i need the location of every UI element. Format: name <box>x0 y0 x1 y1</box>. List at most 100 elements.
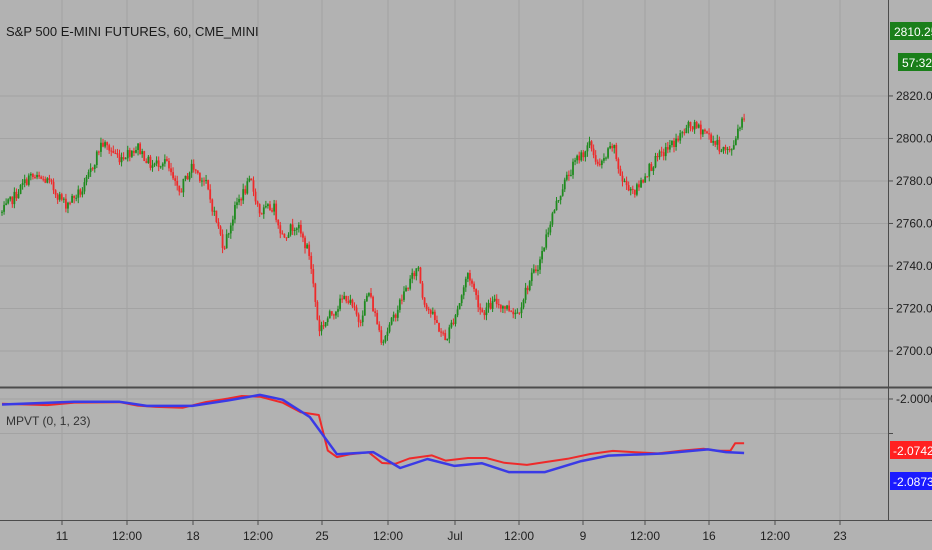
candle-down <box>240 198 243 201</box>
candle-up <box>681 132 684 134</box>
candle-down <box>481 309 484 313</box>
time-tick-label: 11 <box>56 529 69 543</box>
candle-down <box>254 191 257 202</box>
candle-up <box>365 295 368 302</box>
candle-up <box>502 306 504 309</box>
candle-up <box>386 331 389 336</box>
indicator-blue-label: -2.0873 <box>893 475 932 489</box>
candle-up <box>605 157 607 159</box>
candle-down <box>198 173 201 182</box>
time-tick-label: 12:00 <box>760 529 790 543</box>
candle-up <box>528 281 531 291</box>
candle-down <box>44 179 47 183</box>
candle-down <box>631 188 634 190</box>
candle-down <box>275 203 278 220</box>
candle-up <box>293 230 296 232</box>
candle-down <box>15 191 18 199</box>
candle-down <box>438 322 440 332</box>
price-tick-label: 2800.00 <box>896 131 932 145</box>
candle-down <box>534 269 537 272</box>
candle-up <box>62 198 65 200</box>
candle-up <box>454 315 457 324</box>
candle-up <box>248 178 251 182</box>
candle-up <box>532 269 535 273</box>
candle-down <box>429 310 432 314</box>
indicator-blue-badge-bg <box>890 472 932 490</box>
candle-down <box>332 314 335 316</box>
candle-up <box>390 317 393 325</box>
candle-up <box>741 118 743 128</box>
candle-down <box>471 280 473 284</box>
time-axis[interactable]: 11 12:00 18 12:00 25 12:00 Jul 12:00 9 12:00 16 12:… <box>56 520 847 543</box>
grid-lines <box>0 0 888 520</box>
candle-down <box>380 330 383 343</box>
time-tick-label: 25 <box>315 529 329 543</box>
indicator-lines[interactable] <box>1 393 745 474</box>
candle-up <box>9 196 12 200</box>
candle-down <box>615 144 618 159</box>
candle-up <box>600 160 603 165</box>
candle-down <box>34 176 36 178</box>
candle-up <box>13 191 16 205</box>
candle-up <box>83 182 86 192</box>
last-price-badge-bg <box>890 22 932 40</box>
candle-up <box>363 301 366 316</box>
candle-up <box>29 174 32 176</box>
candle-down <box>52 181 55 191</box>
candle-up <box>543 247 546 252</box>
candle-up <box>236 202 238 206</box>
candle-up <box>85 177 88 183</box>
candle-down <box>122 157 125 159</box>
candle-up <box>155 160 158 164</box>
candle-down <box>469 273 471 281</box>
candle-up <box>306 244 308 249</box>
time-tick-label: 12:00 <box>373 529 403 543</box>
price-axis[interactable]: 2700.00 2720.00 2740.00 2760.00 2780.00 2800.… <box>888 89 932 358</box>
candle-down <box>357 314 360 322</box>
candle-up <box>213 210 216 212</box>
candle-up <box>654 156 657 168</box>
candle-down <box>728 148 731 151</box>
candle-down <box>526 287 529 291</box>
candle-up <box>648 163 651 177</box>
candle-down <box>215 210 218 222</box>
candle-down <box>512 311 515 315</box>
candle-up <box>613 144 616 149</box>
candle-down <box>508 305 511 311</box>
candle-down <box>145 161 148 164</box>
candle-down <box>699 124 702 135</box>
candle-up <box>130 151 133 157</box>
candle-down <box>625 180 628 186</box>
candle-up <box>730 149 733 151</box>
candle-up <box>23 179 26 184</box>
candle-down <box>192 163 195 170</box>
candle-up <box>580 152 583 161</box>
candle-up <box>273 203 276 212</box>
candle-down <box>139 143 142 155</box>
candle-down <box>718 139 721 152</box>
candle-up <box>623 180 626 182</box>
price-candles[interactable] <box>1 113 745 346</box>
candle-down <box>79 189 82 195</box>
candle-up <box>722 146 725 151</box>
candle-down <box>578 155 581 161</box>
candle-down <box>504 306 506 309</box>
candle-down <box>596 161 599 164</box>
candle-down <box>221 234 224 248</box>
candle-down <box>677 138 680 141</box>
candle-up <box>77 189 80 198</box>
candle-up <box>409 278 412 289</box>
candle-down <box>370 293 372 297</box>
candle-down <box>54 190 57 195</box>
candle-down <box>223 247 226 249</box>
candle-up <box>524 287 527 300</box>
candle-up <box>337 309 339 312</box>
price-tick-label: 2820.00 <box>896 89 932 103</box>
candle-up <box>135 149 137 153</box>
candle-down <box>281 233 284 235</box>
candle-down <box>489 302 492 309</box>
candle-down <box>312 268 315 284</box>
indicator-axis[interactable]: -2.0000 <box>888 392 932 434</box>
last-price-label: 2810.25 <box>894 25 932 39</box>
